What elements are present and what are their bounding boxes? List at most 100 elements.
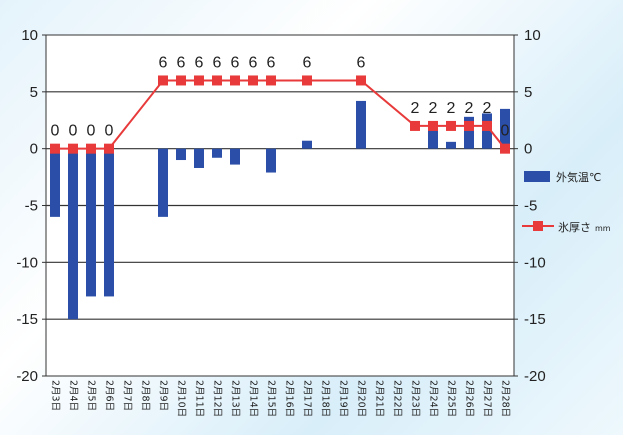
bar: [68, 148, 78, 320]
x-tick-label: 2月5日: [86, 380, 97, 411]
ice-thickness-line: [50, 75, 510, 154]
bar: [212, 148, 222, 158]
legend-line-unit: mm: [595, 224, 611, 233]
bar: [302, 140, 312, 149]
x-tick-label: 2月7日: [122, 380, 133, 411]
x-tick-label: 2月19日: [338, 380, 349, 417]
x-axis: 2月3日 2月4日 2月5日 2月6日 2月7日 2月8日 2月9日 2月10日 2月11日 2月…: [50, 380, 511, 417]
data-label: 0: [69, 123, 78, 140]
x-tick-label: 2月20日: [356, 380, 367, 417]
x-tick-label: 2月23日: [410, 380, 421, 417]
x-tick-label: 2月8日: [140, 380, 151, 411]
bar: [194, 148, 204, 168]
y-tick-label: 5: [30, 84, 38, 101]
line-marker: [500, 143, 510, 154]
data-label: 0: [501, 123, 510, 140]
data-label: 6: [159, 54, 168, 71]
data-label: 2: [465, 100, 474, 117]
line-marker: [482, 120, 492, 131]
x-tick-label: 2月11日: [194, 380, 205, 417]
bar: [428, 130, 438, 149]
y2-tick-label: -5: [524, 198, 537, 215]
data-label: 0: [105, 123, 114, 140]
x-tick-label: 2月9日: [158, 380, 169, 411]
bar: [176, 148, 186, 161]
x-tick-label: 2月28日: [500, 380, 511, 417]
line-marker: [464, 120, 474, 131]
y2-tick-label: -15: [524, 311, 546, 328]
data-label: 6: [267, 54, 276, 71]
line-marker: [104, 143, 114, 154]
x-tick-label: 2月4日: [68, 380, 79, 411]
line-marker: [176, 75, 186, 86]
line-marker: [410, 120, 420, 131]
x-tick-label: 2月14日: [248, 380, 259, 417]
y-tick-label: -10: [16, 254, 38, 271]
x-tick-label: 2月17日: [302, 380, 313, 417]
x-tick-label: 2月22日: [392, 380, 403, 417]
line-marker: [230, 75, 240, 86]
line-marker: [356, 75, 366, 86]
x-tick-label: 2月25日: [446, 380, 457, 417]
line-marker: [302, 75, 312, 86]
y-tick-label: -5: [25, 198, 38, 215]
legend-line-label: 氷厚さ mm: [558, 221, 611, 234]
y-tick-label: 0: [30, 141, 38, 158]
bar: [482, 113, 492, 149]
y2-tick-label: -10: [524, 254, 546, 271]
x-tick-label: 2月16日: [284, 380, 295, 417]
bar: [464, 116, 474, 149]
line-marker: [212, 75, 222, 86]
legend-line-name: 氷厚さ: [558, 221, 591, 234]
temperature-bars: [50, 100, 510, 320]
y2-tick-label: 10: [524, 27, 541, 44]
x-tick-label: 2月12日: [212, 380, 223, 417]
line-marker: [266, 75, 276, 86]
y-tick-label: -15: [16, 311, 38, 328]
x-tick-label: 2月3日: [50, 380, 61, 411]
legend-bar-swatch: [524, 171, 550, 182]
line-marker: [248, 75, 258, 86]
data-label: 6: [213, 54, 222, 71]
data-label: 2: [447, 100, 456, 117]
data-label: 6: [177, 54, 186, 71]
data-labels: 0 0 0 06 6 6 6 6 6 6 6 62 2 2 2 20: [51, 54, 510, 139]
y2-tick-label: 5: [524, 84, 532, 101]
line-marker: [428, 120, 438, 131]
y-axis-right: 10 5 0 -5 -10 -15 -20: [514, 27, 546, 385]
bar: [50, 148, 60, 217]
line-marker: [68, 143, 78, 154]
bar: [230, 148, 240, 165]
x-tick-label: 2月6日: [104, 380, 115, 411]
data-label: 2: [483, 100, 492, 117]
x-tick-label: 2月24日: [428, 380, 439, 417]
bar: [86, 148, 96, 297]
legend-line-marker: [533, 221, 543, 231]
y-tick-label: -20: [16, 368, 38, 385]
bar: [266, 148, 276, 173]
bar: [500, 108, 510, 149]
x-tick-label: 2月10日: [176, 380, 187, 417]
legend-bar-label: 外気温℃: [556, 170, 601, 184]
x-tick-label: 2月27日: [482, 380, 493, 417]
y-tick-label: 10: [21, 27, 38, 44]
x-tick-label: 2月18日: [320, 380, 331, 417]
x-tick-label: 2月26日: [464, 380, 475, 417]
grid-lines: [46, 91, 514, 320]
bar: [158, 148, 168, 217]
data-label: 6: [303, 54, 312, 71]
y2-tick-label: -20: [524, 368, 546, 385]
x-tick-label: 2月13日: [230, 380, 241, 417]
y-axis-left: 10 5 0 -5 -10 -15 -20: [16, 27, 46, 385]
data-label: 6: [249, 54, 258, 71]
data-label: 2: [411, 100, 420, 117]
data-label: 6: [357, 54, 366, 71]
bar: [446, 141, 456, 149]
data-label: 6: [195, 54, 204, 71]
data-label: 0: [51, 123, 60, 140]
x-tick-label: 2月21日: [374, 380, 385, 417]
line-marker: [446, 120, 456, 131]
bar: [356, 100, 366, 149]
